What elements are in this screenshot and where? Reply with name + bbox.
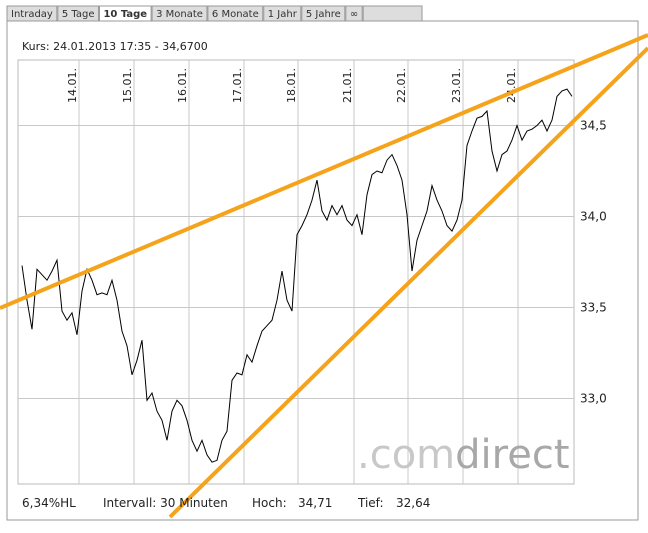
tab[interactable] [57,5,99,22]
footer-text: 34,71 [298,496,332,510]
footer-text: 6,34%HL [22,496,76,510]
footer-text: Tief: [357,496,384,510]
x-tick-label: 15.01. [121,68,134,103]
trend-line [168,46,648,519]
tab-label[interactable]: 5 Tage [62,9,95,20]
panel [6,20,639,521]
x-tick-label: 23.01. [450,68,463,103]
watermark-part: . [357,432,370,478]
watermark-part: direct [455,432,569,478]
y-tick-label: 34,0 [580,209,607,223]
tab[interactable] [98,5,152,22]
tab-bar [362,5,423,22]
tab-label[interactable]: Intraday [11,9,53,20]
x-tick-label: 18.01. [285,68,298,103]
y-tick-label: 34,5 [580,119,607,133]
x-tick-label: 16.01. [176,68,189,103]
tab-label[interactable]: 3 Monate [156,9,203,20]
price-line [21,88,573,463]
watermark: .comdirect [357,432,570,478]
tab[interactable] [301,5,346,22]
footer-text: 32,64 [396,496,430,510]
tab-label[interactable]: 1 Jahr [268,9,298,20]
tab-label[interactable]: 10 Tage [103,9,147,20]
tab[interactable] [207,5,264,22]
y-tick-label: 33,0 [580,391,607,405]
x-tick-label: 14.01. [66,68,79,103]
tab-label[interactable]: ∞ [350,9,358,20]
footer-text: Hoch: [252,496,287,510]
tab-label[interactable]: 5 Jahre [306,9,341,20]
x-tick-label: 24.01. [505,68,518,103]
chart-subtitle: Kurs: 24.01.2013 17:35 - 34,6700 [22,40,208,53]
tab[interactable] [151,5,208,22]
tab[interactable] [263,5,302,22]
watermark-part: com [370,432,455,478]
footer-text: Intervall: 30 Minuten [103,496,228,510]
trend-line [0,33,648,310]
tab[interactable] [345,5,363,22]
y-tick-label: 33,5 [580,300,607,314]
tab[interactable] [6,5,58,22]
x-tick-label: 21.01. [341,68,354,103]
x-tick-label: 22.01. [395,68,408,103]
plot-area [17,59,575,485]
x-tick-label: 17.01. [231,68,244,103]
tab-label[interactable]: 6 Monate [212,9,259,20]
